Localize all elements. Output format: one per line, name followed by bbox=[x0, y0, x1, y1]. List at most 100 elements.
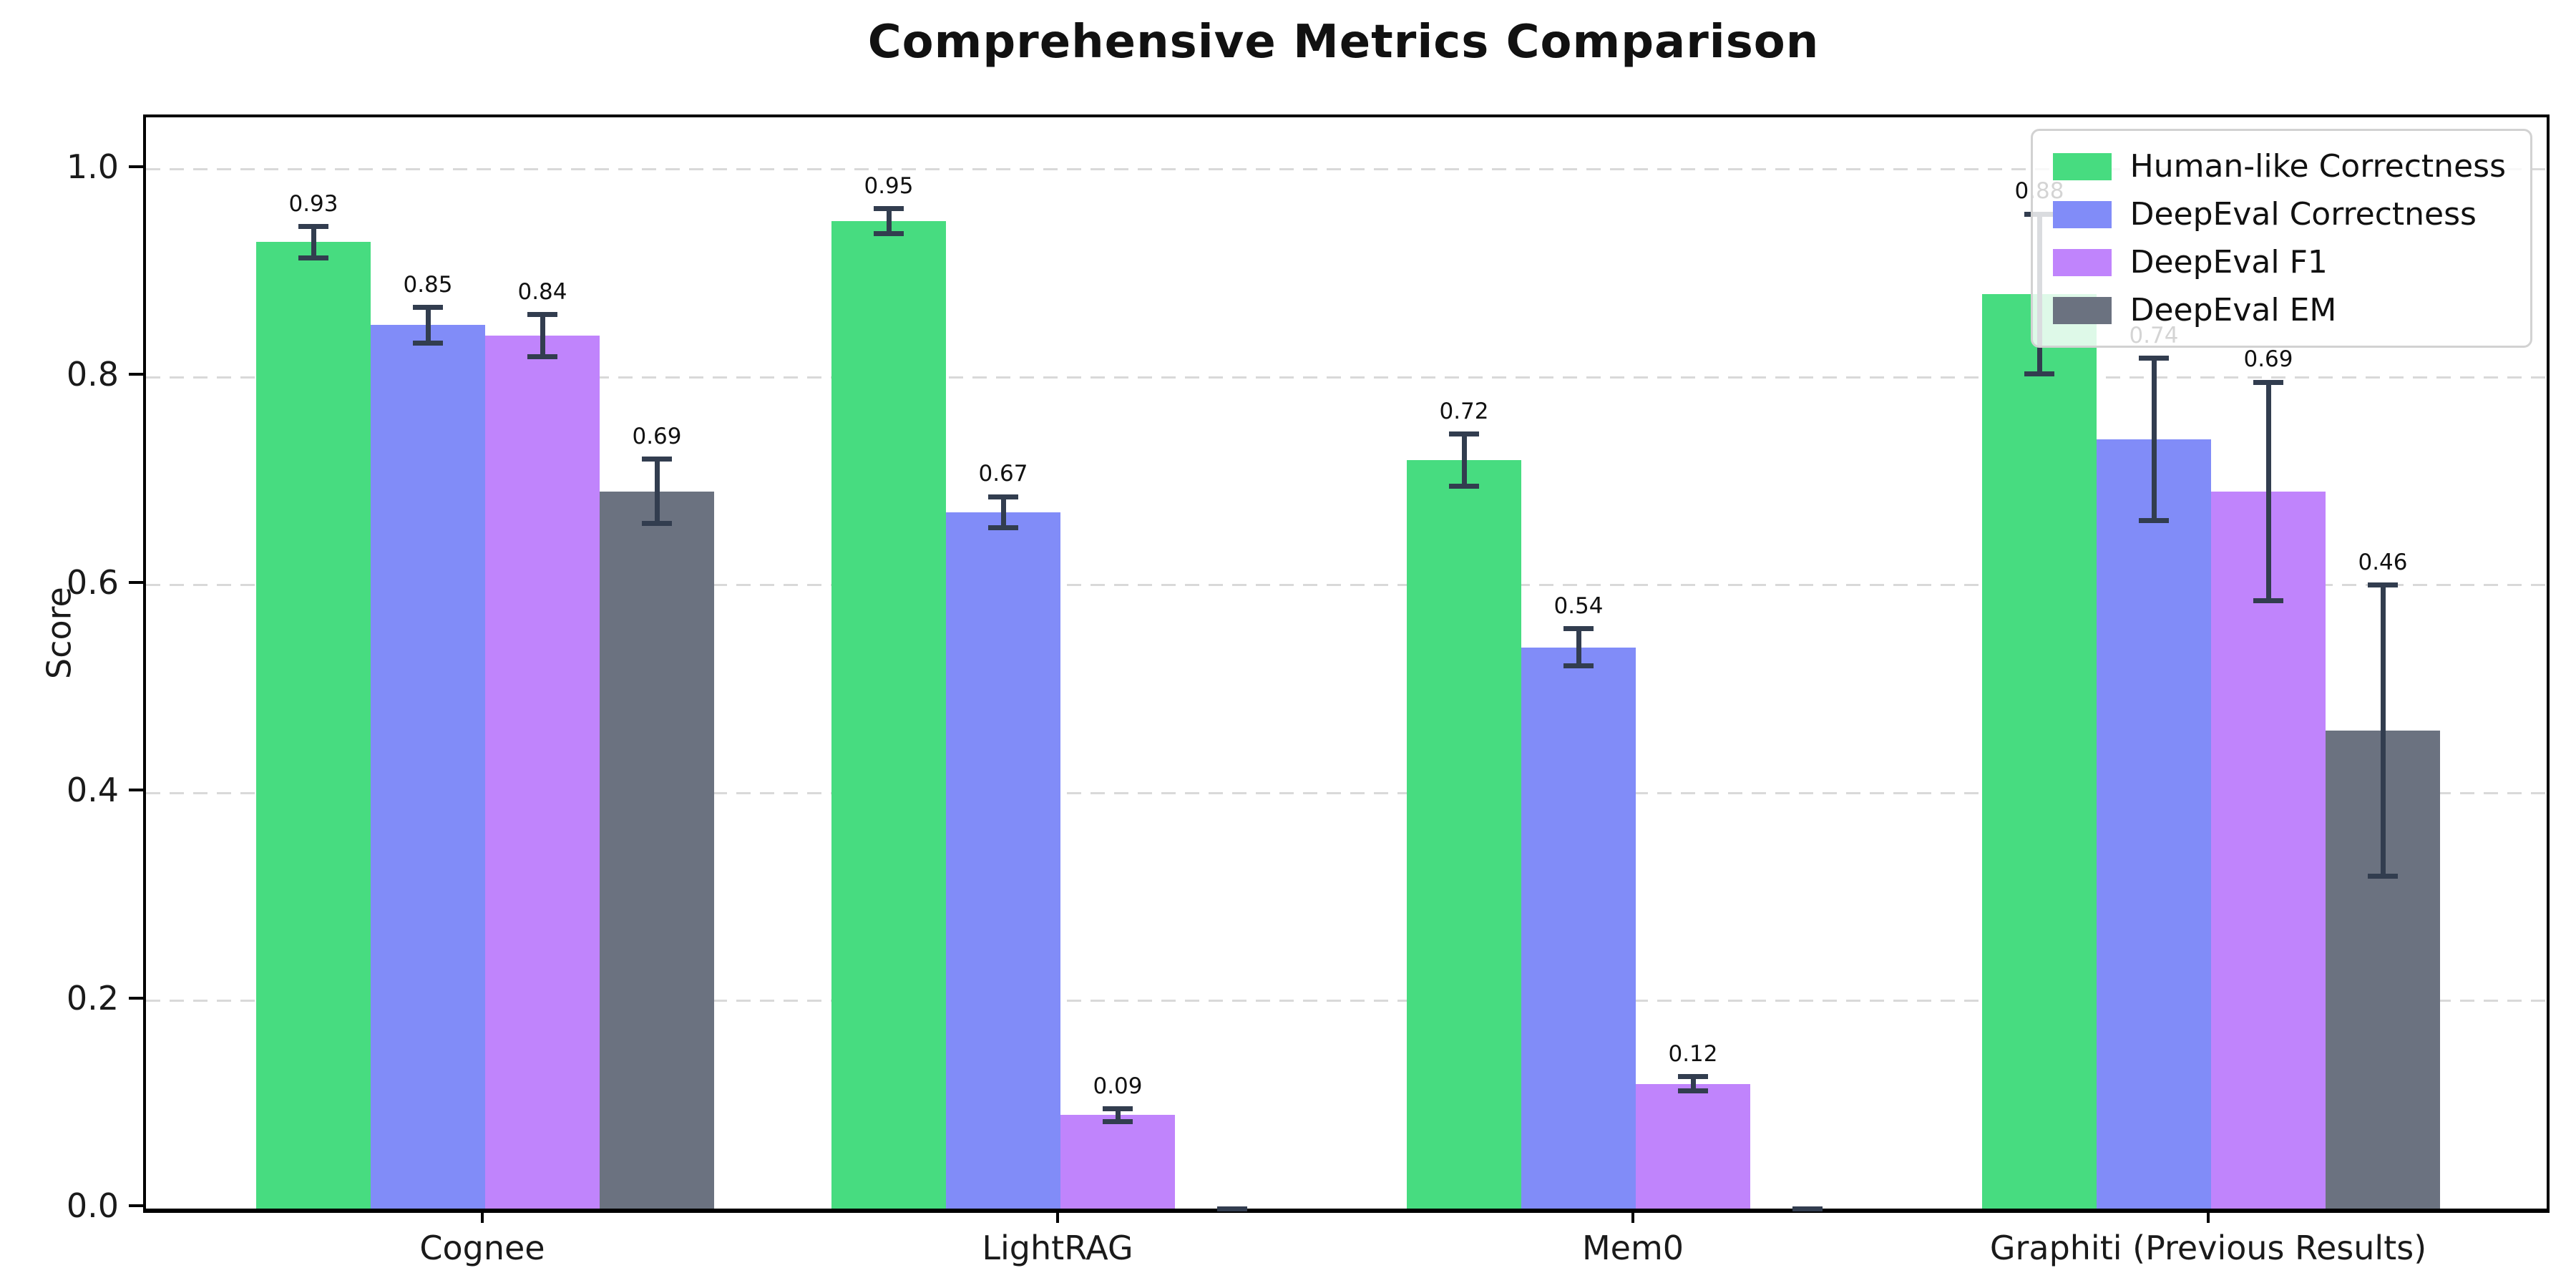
y-tick-mark bbox=[129, 165, 143, 168]
deepeval-correctness-swatch bbox=[2052, 200, 2112, 228]
error-bar-cap bbox=[874, 206, 904, 212]
error-bar bbox=[1576, 628, 1581, 666]
legend-label: Human-like Correctness bbox=[2129, 148, 2506, 185]
y-tick-label: 0.0 bbox=[66, 1186, 119, 1225]
deepeval-f1-swatch bbox=[2052, 248, 2112, 276]
x-tick-label-2: LightRAG bbox=[982, 1229, 1133, 1267]
y-tick-mark bbox=[129, 580, 143, 584]
legend: Human-like Correctness DeepEval Correctne… bbox=[2030, 129, 2532, 348]
y-tick-mark bbox=[129, 996, 143, 1000]
error-bar bbox=[540, 314, 545, 357]
plot-area: 0.930.950.720.880.850.670.540.740.840.09… bbox=[143, 114, 2550, 1213]
error-bar bbox=[1461, 434, 1467, 487]
error-bar-cap bbox=[1792, 1206, 1823, 1211]
y-tick-mark bbox=[129, 1204, 143, 1207]
error-bar bbox=[1690, 1076, 1696, 1091]
error-bar-cap bbox=[1678, 1074, 1708, 1080]
bar-value-label: 0.46 bbox=[2358, 549, 2408, 575]
bar-value-label: 0.67 bbox=[978, 461, 1028, 487]
gridline-0.4 bbox=[146, 791, 2547, 794]
error-bar-cap bbox=[1678, 1088, 1708, 1094]
error-bar-cap bbox=[2368, 873, 2398, 879]
error-bar-cap bbox=[1449, 484, 1479, 489]
error-bar-cap bbox=[988, 525, 1018, 531]
legend-label: DeepEval EM bbox=[2129, 292, 2337, 328]
error-bar bbox=[1115, 1108, 1121, 1121]
gridline-0.6 bbox=[146, 584, 2547, 587]
error-bar-cap bbox=[1563, 663, 1594, 669]
error-bar-cap bbox=[298, 224, 328, 229]
error-bar bbox=[654, 459, 660, 524]
error-bar bbox=[425, 307, 431, 343]
deepeval-em-swatch bbox=[2052, 296, 2112, 324]
bar-deepeval-correctness-4 bbox=[2097, 439, 2211, 1209]
error-bar-cap bbox=[642, 521, 672, 527]
x-tick-mark bbox=[1631, 1210, 1634, 1223]
bar-value-label: 0.12 bbox=[1668, 1040, 1718, 1067]
error-bar bbox=[886, 208, 892, 234]
error-bar bbox=[1000, 497, 1006, 528]
error-bar bbox=[2151, 358, 2157, 521]
chart-title: Comprehensive Metrics Comparison bbox=[867, 16, 1820, 69]
legend-item: DeepEval EM bbox=[2052, 292, 2506, 328]
error-bar-cap bbox=[2253, 597, 2283, 603]
y-tick-label: 1.0 bbox=[66, 147, 119, 186]
bar-value-label: 0.84 bbox=[517, 278, 567, 305]
bar-human-like-correctness-1 bbox=[256, 242, 371, 1209]
legend-item: DeepEval F1 bbox=[2052, 244, 2506, 280]
y-tick-mark bbox=[129, 373, 143, 376]
bar-deepeval-f1-4 bbox=[2211, 491, 2326, 1209]
bar-value-label: 0.95 bbox=[864, 172, 914, 199]
x-tick-mark bbox=[2207, 1210, 2210, 1223]
error-bar-cap bbox=[2139, 356, 2169, 361]
error-bar-cap bbox=[1563, 626, 1594, 632]
error-bar bbox=[311, 226, 316, 258]
error-bar-cap bbox=[298, 255, 328, 260]
bar-deepeval-correctness-1 bbox=[371, 325, 485, 1209]
bar-human-like-correctness-3 bbox=[1407, 460, 1521, 1209]
error-bar-cap bbox=[1449, 431, 1479, 437]
error-bar-cap bbox=[2368, 582, 2398, 588]
bar-value-label: 0.85 bbox=[403, 271, 453, 298]
error-bar-cap bbox=[1103, 1118, 1133, 1124]
gridline-0.2 bbox=[146, 1000, 2547, 1002]
bar-deepeval-f1-2 bbox=[1060, 1115, 1175, 1209]
error-bar-cap bbox=[413, 340, 443, 346]
y-tick-label: 0.4 bbox=[66, 771, 119, 810]
bar-deepeval-em-1 bbox=[600, 491, 714, 1209]
error-bar-cap bbox=[2139, 518, 2169, 524]
bar-deepeval-correctness-3 bbox=[1521, 647, 1636, 1209]
error-bar-cap bbox=[1103, 1106, 1133, 1112]
gridline-0.8 bbox=[146, 376, 2547, 379]
bar-value-label: 0.69 bbox=[2243, 346, 2293, 373]
bar-deepeval-correctness-2 bbox=[946, 512, 1060, 1209]
bar-human-like-correctness-4 bbox=[1982, 293, 2097, 1209]
error-bar-cap bbox=[988, 494, 1018, 499]
y-tick-mark bbox=[129, 789, 143, 792]
error-bar-cap bbox=[527, 312, 557, 318]
y-tick-label: 0.8 bbox=[66, 355, 119, 394]
x-tick-label-3: Mem0 bbox=[1581, 1229, 1684, 1267]
x-tick-mark bbox=[481, 1210, 484, 1223]
bar-deepeval-f1-1 bbox=[485, 336, 600, 1209]
error-bar bbox=[2265, 382, 2271, 601]
error-bar-cap bbox=[642, 457, 672, 462]
bar-value-label: 0.09 bbox=[1093, 1073, 1143, 1099]
bar-value-label: 0.93 bbox=[288, 190, 338, 217]
legend-label: DeepEval Correctness bbox=[2129, 196, 2477, 233]
x-tick-label-4: Graphiti (Previous Results) bbox=[1989, 1229, 2427, 1267]
bar-value-label: 0.72 bbox=[1439, 398, 1489, 424]
bar-value-label: 0.54 bbox=[1553, 592, 1604, 619]
error-bar-cap bbox=[413, 305, 443, 311]
legend-item: DeepEval Correctness bbox=[2052, 196, 2506, 233]
error-bar-cap bbox=[527, 353, 557, 359]
human-like-correctness-swatch bbox=[2052, 152, 2112, 180]
bar-value-label: 0.69 bbox=[632, 423, 682, 449]
y-tick-label: 0.2 bbox=[66, 978, 119, 1018]
bar-deepeval-f1-3 bbox=[1636, 1083, 1750, 1209]
legend-label: DeepEval F1 bbox=[2129, 244, 2328, 280]
x-tick-label-1: Cognee bbox=[419, 1229, 545, 1267]
gridline-1.0 bbox=[146, 168, 2547, 171]
y-tick-label: 0.6 bbox=[66, 562, 119, 602]
